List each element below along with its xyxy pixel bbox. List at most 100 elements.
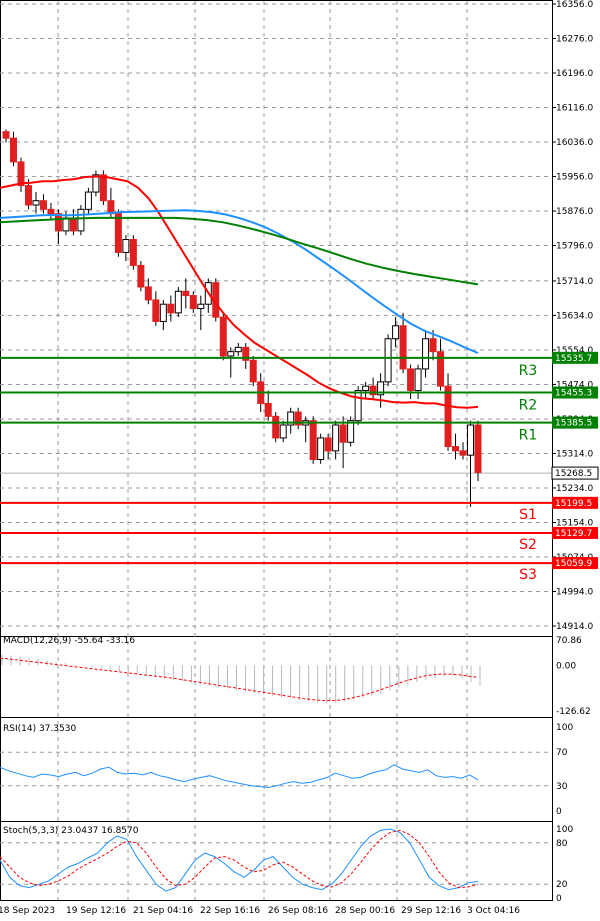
moving-average-line	[0, 175, 479, 409]
candle-body	[369, 385, 377, 396]
candle-body	[197, 303, 205, 310]
candle-body	[99, 174, 107, 202]
price-tick-label: 14914.0	[556, 622, 593, 632]
candle-body	[122, 239, 130, 253]
stoch-tick-label: 20	[556, 880, 568, 890]
price-tick-label: 15956.0	[556, 173, 593, 183]
rsi-line	[0, 764, 479, 789]
price-tick-label: 15154.0	[556, 518, 593, 528]
candle-body	[332, 424, 340, 452]
candle-body	[24, 185, 32, 206]
price-tick-label: 15634.0	[556, 311, 593, 321]
candle-body	[144, 286, 152, 301]
moving-average-line	[0, 209, 479, 354]
price-box	[552, 496, 598, 509]
candle-body	[114, 213, 122, 253]
candle-body	[429, 338, 437, 353]
candle-body	[47, 208, 55, 215]
stoch-tick-label: 80	[556, 839, 568, 849]
candle-body	[339, 424, 347, 443]
pivot-level-value: 15385.5	[555, 419, 592, 429]
macd-tick-label: 0.00	[556, 661, 576, 671]
rsi-title: RSI(14) 37.3530	[3, 724, 76, 734]
candle-body	[324, 437, 332, 452]
candle-body	[167, 303, 175, 314]
macd-tick-label: -126.62	[556, 707, 591, 717]
candle-body	[444, 385, 452, 448]
x-axis-label: 22 Sep 16:16	[200, 906, 260, 916]
price-tick-label: 15714.0	[556, 277, 593, 287]
candle-body	[399, 325, 407, 370]
candle-body	[459, 450, 467, 456]
candle-body	[227, 351, 235, 357]
candle-body	[422, 338, 430, 370]
candle-body	[384, 338, 392, 383]
pivot-level-name: R1	[519, 428, 538, 444]
price-box	[552, 351, 598, 364]
x-axis-label: 18 Sep 2023	[0, 906, 55, 916]
candle-body	[264, 402, 272, 417]
candle-body	[467, 424, 475, 456]
candle-body	[189, 295, 197, 310]
panel-frame	[0, 717, 553, 822]
candle-body	[287, 411, 295, 426]
rsi-tick-label: 0	[556, 807, 562, 817]
candle-body	[107, 200, 115, 215]
x-axis-label: 21 Sep 04:16	[133, 906, 193, 916]
candle-body	[17, 161, 25, 187]
price-tick-label: 15554.0	[556, 346, 593, 356]
candle-body	[347, 420, 355, 443]
pivot-level-name: R3	[519, 363, 538, 379]
price-tick-label: 14994.0	[556, 587, 593, 597]
candle-body	[129, 239, 137, 266]
stoch-d-line	[0, 829, 479, 889]
price-tick-label: 15234.0	[556, 484, 593, 494]
pivot-level-name: S2	[519, 537, 537, 553]
candle-body	[182, 290, 190, 297]
candle-body	[452, 446, 460, 452]
panel-frame	[0, 636, 553, 718]
price-box	[552, 386, 598, 399]
candle-body	[137, 264, 145, 288]
candle-body	[84, 191, 92, 210]
current-price-label: 15268.5	[555, 469, 592, 479]
panel-frame	[0, 0, 553, 637]
candle-body	[317, 437, 325, 461]
macd-tick-label: 70.86	[556, 636, 582, 646]
pivot-level-name: S3	[519, 567, 537, 583]
candle-body	[152, 299, 160, 322]
candle-body	[309, 420, 317, 461]
candle-body	[362, 385, 370, 391]
candle-body	[2, 131, 10, 139]
price-tick-label: 16036.0	[556, 138, 593, 148]
candle-body	[62, 217, 70, 232]
candle-body	[39, 200, 47, 210]
candle-body	[294, 411, 302, 426]
price-tick-label: 16276.0	[556, 35, 593, 45]
price-tick-label: 15474.0	[556, 380, 593, 390]
pivot-level-value: 15199.5	[555, 499, 592, 509]
candle-body	[174, 290, 182, 314]
candle-body	[414, 368, 422, 391]
price-box	[552, 416, 598, 429]
price-tick-label: 15876.0	[556, 207, 593, 217]
macd-signal-line	[0, 657, 479, 702]
candle-body	[377, 381, 385, 396]
candle-body	[437, 351, 445, 387]
moving-average-line	[0, 216, 479, 286]
stoch-tick-label: 100	[556, 825, 573, 835]
candle-body	[219, 316, 227, 357]
candle-body	[234, 346, 242, 353]
candle-body	[474, 424, 482, 473]
candle-body	[242, 346, 250, 361]
rsi-tick-label: 70	[556, 748, 568, 758]
rsi-tick-label: 30	[556, 782, 568, 792]
candle-body	[77, 208, 85, 232]
price-tick-label: 16116.0	[556, 104, 593, 114]
pivot-level-value: 15129.7	[555, 529, 592, 539]
candle-body	[279, 424, 287, 439]
pivot-level-value: 15455.3	[555, 389, 592, 399]
candle-body	[272, 415, 280, 439]
